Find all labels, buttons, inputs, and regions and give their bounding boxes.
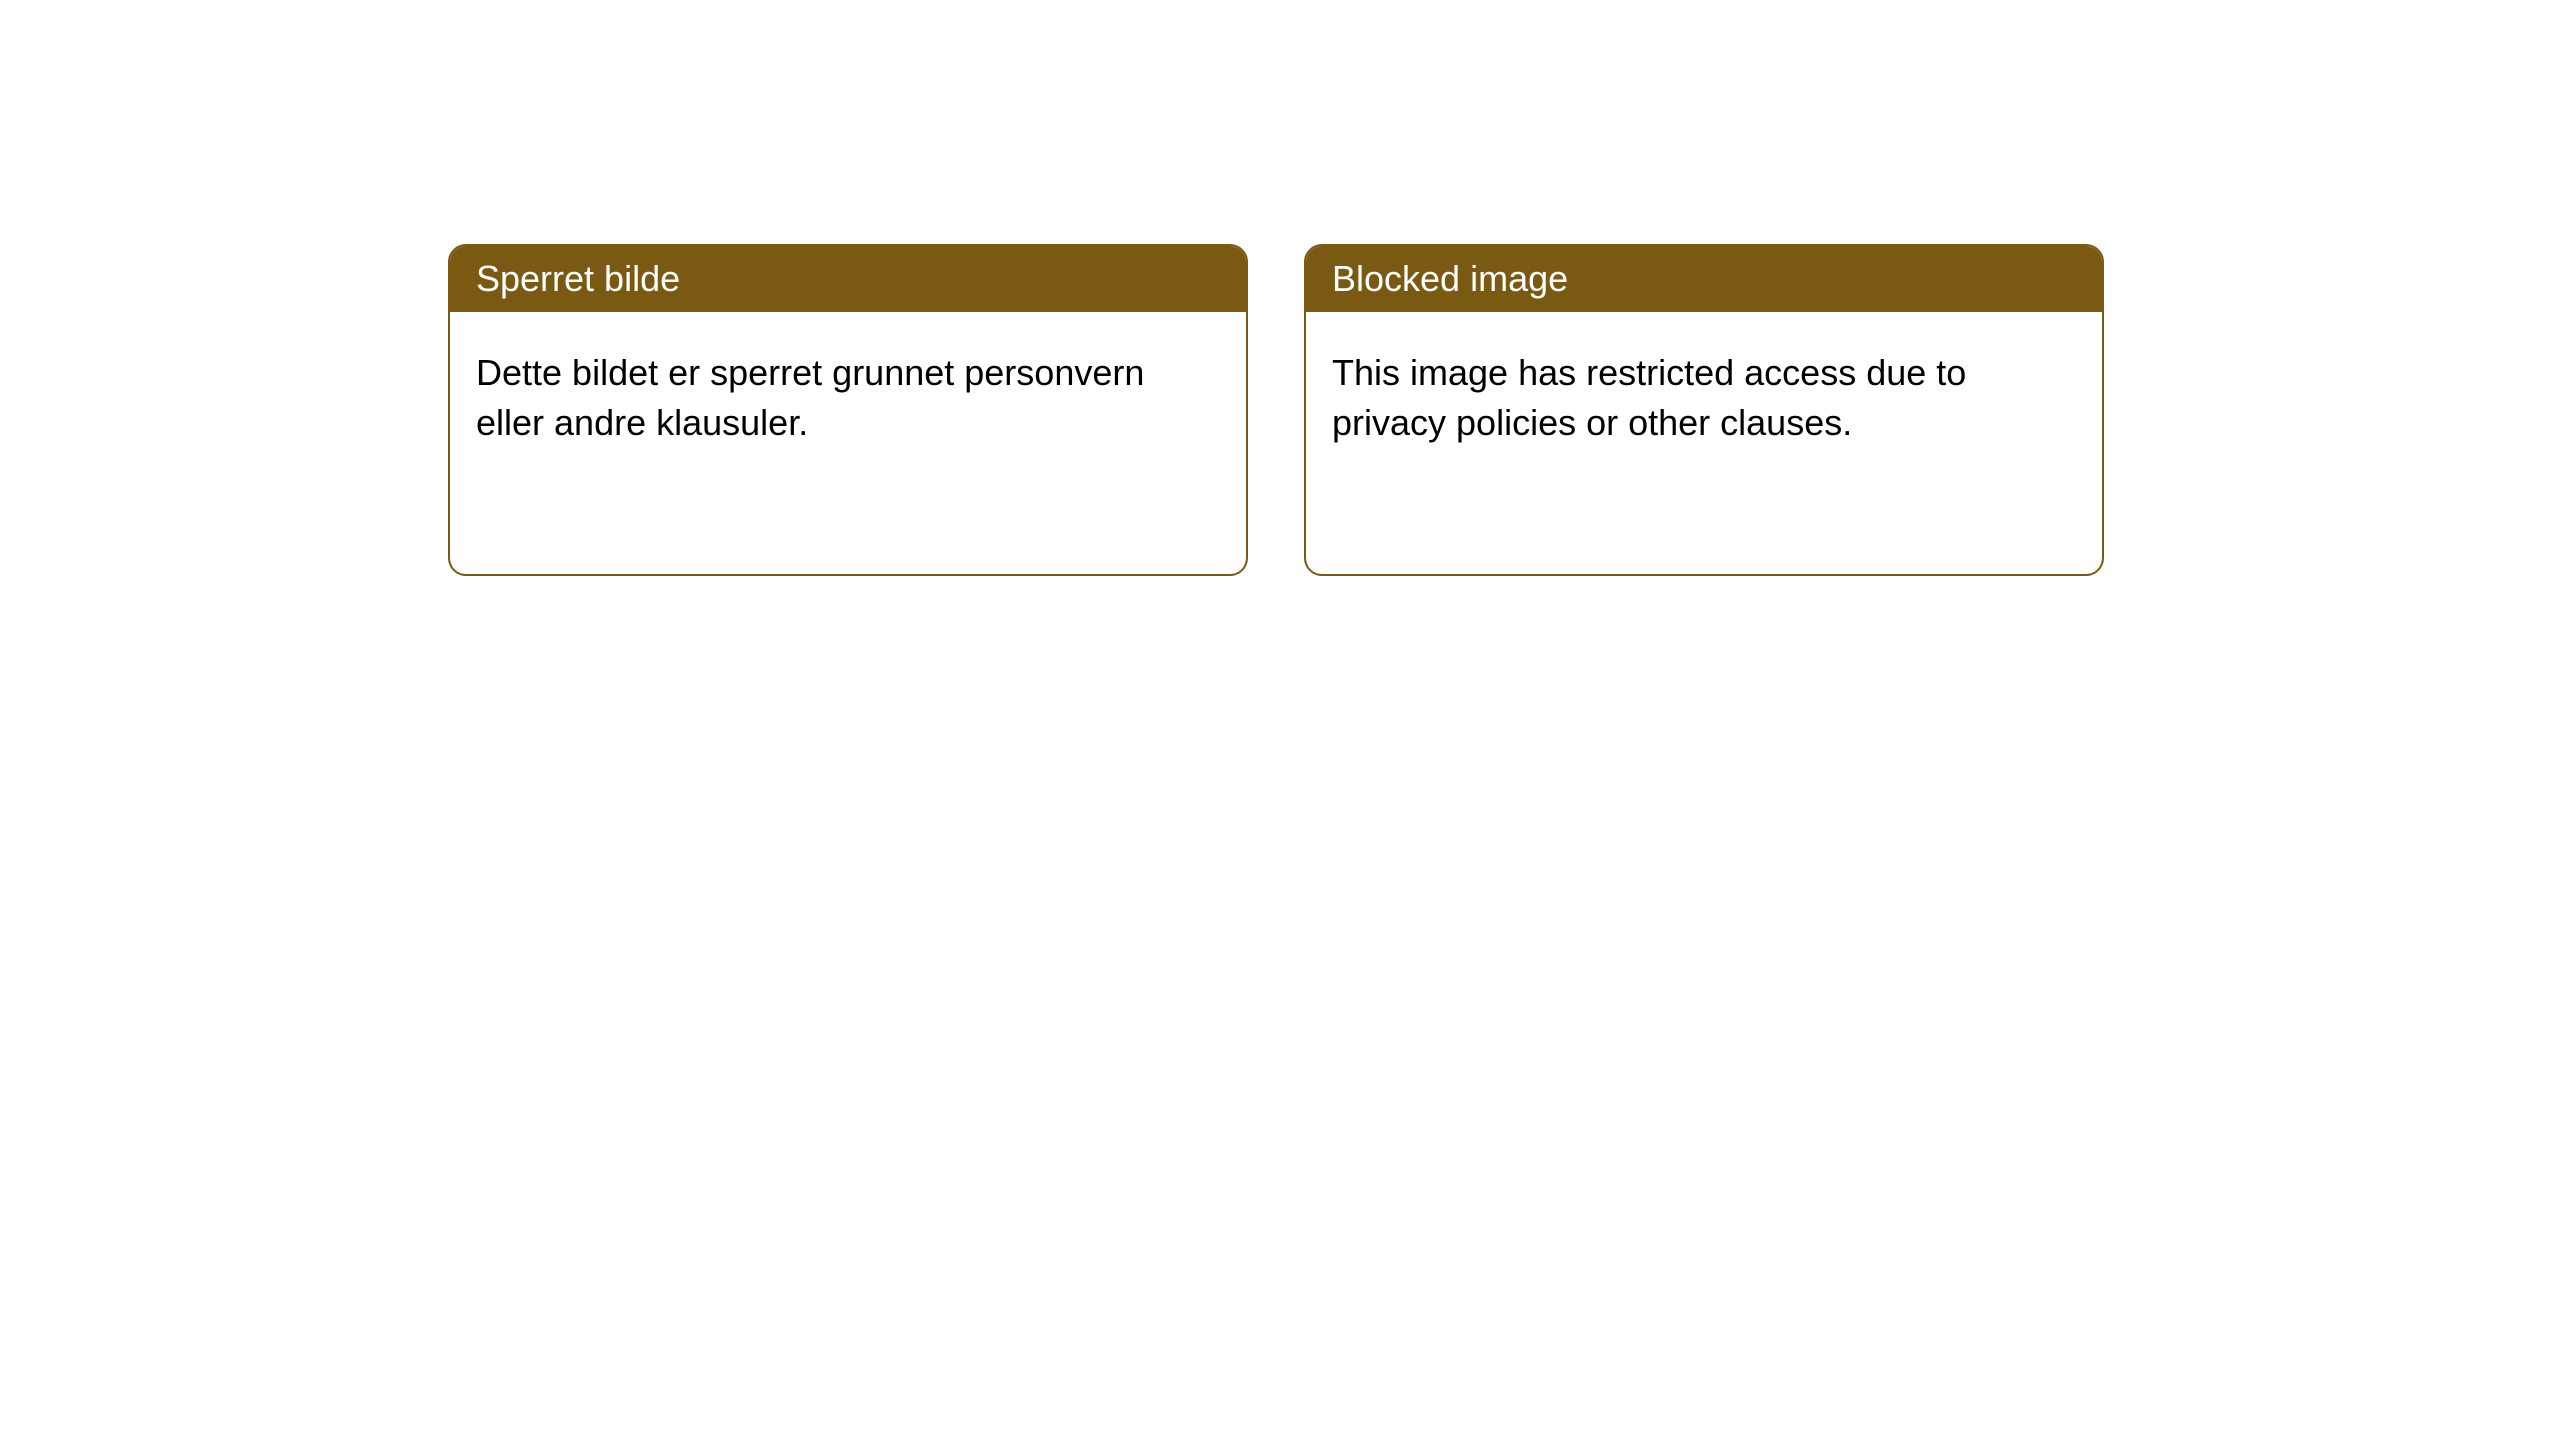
card-body: Dette bildet er sperret grunnet personve… [450,312,1246,485]
card-header: Sperret bilde [450,246,1246,312]
notice-card-english: Blocked image This image has restricted … [1304,244,2104,576]
card-header: Blocked image [1306,246,2102,312]
card-title: Sperret bilde [476,258,680,299]
card-title: Blocked image [1332,258,1568,299]
card-body-text: Dette bildet er sperret grunnet personve… [476,352,1144,443]
card-body-text: This image has restricted access due to … [1332,352,1966,443]
notice-card-norwegian: Sperret bilde Dette bildet er sperret gr… [448,244,1248,576]
card-body: This image has restricted access due to … [1306,312,2102,485]
notice-container: Sperret bilde Dette bildet er sperret gr… [448,244,2104,576]
